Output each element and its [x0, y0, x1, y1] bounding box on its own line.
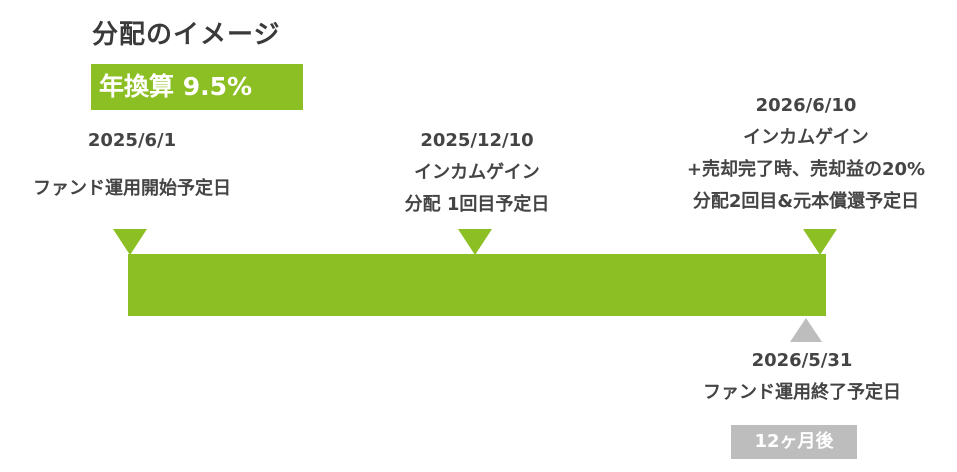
milestone-second-distribution: 2026/6/10 インカムゲイン +売却完了時、売却益の20% 分配2回目&元… — [660, 90, 952, 218]
milestone-start: 2025/6/1 ファンド運用開始予定日 — [8, 125, 256, 205]
milestone-second-distribution-label3: 分配2回目&元本償還予定日 — [692, 191, 920, 212]
fund-end-date: 2026/5/31 — [751, 350, 853, 371]
fund-end-marker — [790, 318, 822, 342]
milestone-first-distribution: 2025/12/10 インカムゲイン 分配 1回目予定日 — [370, 125, 584, 221]
milestone-second-distribution-label2: +売却完了時、売却益の20% — [686, 159, 926, 180]
page-title: 分配のイメージ — [92, 20, 281, 50]
fund-end: 2026/5/31 ファンド運用終了予定日 — [671, 345, 933, 409]
milestone-first-distribution-label2: 分配 1回目予定日 — [404, 194, 550, 215]
milestone-second-distribution-label1: インカムゲイン — [743, 127, 869, 148]
annual-rate-badge: 年換算 9.5% — [91, 64, 303, 110]
milestone-start-marker — [113, 229, 147, 255]
milestone-second-distribution-marker — [803, 229, 837, 255]
milestone-first-distribution-marker — [458, 229, 492, 255]
duration-badge: 12ヶ月後 — [731, 425, 857, 459]
milestone-start-label: ファンド運用開始予定日 — [33, 178, 231, 199]
milestone-start-date: 2025/6/1 — [87, 130, 177, 151]
milestone-first-distribution-label1: インカムゲイン — [414, 162, 540, 183]
fund-end-label: ファンド運用終了予定日 — [703, 382, 901, 403]
milestone-second-distribution-date: 2026/6/10 — [755, 95, 857, 116]
timeline-bar — [128, 254, 826, 316]
milestone-first-distribution-date: 2025/12/10 — [420, 130, 534, 151]
